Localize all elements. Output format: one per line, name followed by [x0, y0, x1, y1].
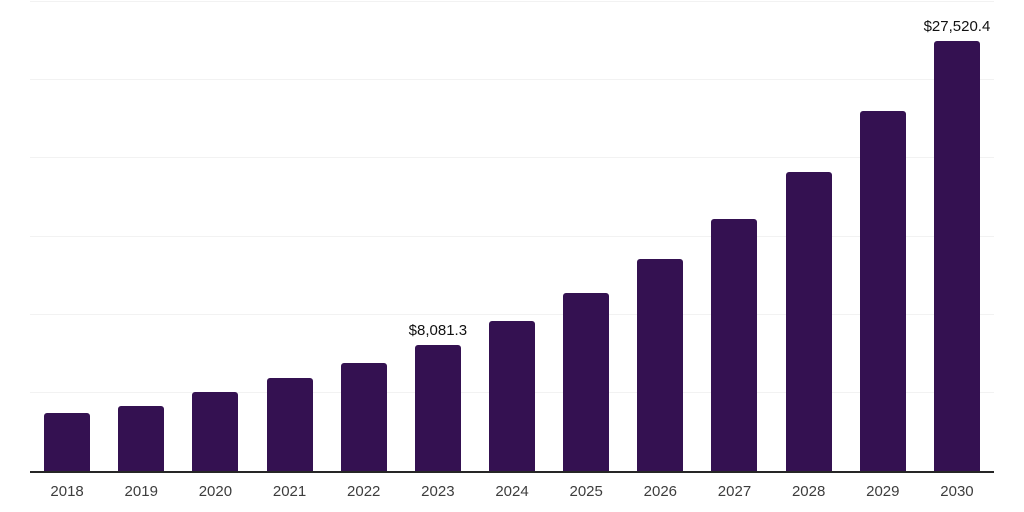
x-tick-2029: 2029 [866, 483, 900, 500]
bar-column-2024 [475, 2, 549, 471]
bar-column-2020 [178, 2, 252, 471]
x-tick-2021: 2021 [272, 483, 307, 500]
bar-2026 [637, 258, 684, 471]
x-tick-2018: 2018 [50, 483, 84, 500]
data-label-2030: $27,520.4 [923, 17, 991, 35]
bar-2019 [118, 406, 165, 471]
bar-column-2029 [846, 2, 920, 471]
bar-2030 [933, 40, 980, 471]
bar-2021 [266, 378, 313, 471]
bar-2027 [711, 219, 758, 471]
bar-column-2025 [549, 2, 623, 471]
bar-2018 [44, 413, 91, 471]
x-tick-2030: 2030 [940, 483, 974, 500]
x-tick-2027: 2027 [717, 483, 752, 500]
bar-column-2028 [772, 2, 846, 471]
bar-2022 [340, 362, 387, 471]
x-tick-2019: 2019 [124, 483, 158, 500]
x-tick-2028: 2028 [791, 483, 826, 500]
gridline-10000 [30, 313, 994, 315]
x-tick-2024: 2024 [495, 483, 529, 500]
data-label-2023: $8,081.3 [408, 321, 468, 339]
bar-column-2018 [30, 2, 104, 471]
x-tick-2023: 2023 [421, 483, 455, 500]
gridline-15000 [30, 235, 994, 237]
x-tick-2022: 2022 [347, 483, 381, 500]
x-tick-2020: 2020 [198, 483, 233, 500]
plot-area: $8,081.3 $27,520.4 [30, 1, 994, 473]
bar-2024 [489, 320, 536, 471]
gridline-30000 [30, 1, 994, 2]
bar-column-2019 [104, 2, 178, 471]
x-axis-labels: 2018 2019 2020 2021 2022 2023 2024 2025 2026 2027… [30, 483, 994, 501]
bar-column-2023: $8,081.3 [401, 2, 475, 471]
bar-2023 [414, 344, 461, 471]
bar-column-2026 [623, 2, 697, 471]
x-tick-2026: 2026 [643, 483, 678, 500]
bar-2028 [785, 172, 832, 471]
bar-2020 [192, 392, 239, 471]
bar-2025 [563, 292, 610, 471]
bar-column-2021 [252, 2, 326, 471]
bars: $8,081.3 $27,520.4 [30, 2, 994, 471]
x-tick-2025: 2025 [569, 483, 603, 500]
bar-column-2030: $27,520.4 [920, 2, 994, 471]
bar-column-2022 [327, 2, 401, 471]
bar-2029 [859, 111, 906, 471]
gridline-20000 [30, 157, 994, 159]
bar-column-2027 [697, 2, 771, 471]
gridline-25000 [30, 79, 994, 81]
